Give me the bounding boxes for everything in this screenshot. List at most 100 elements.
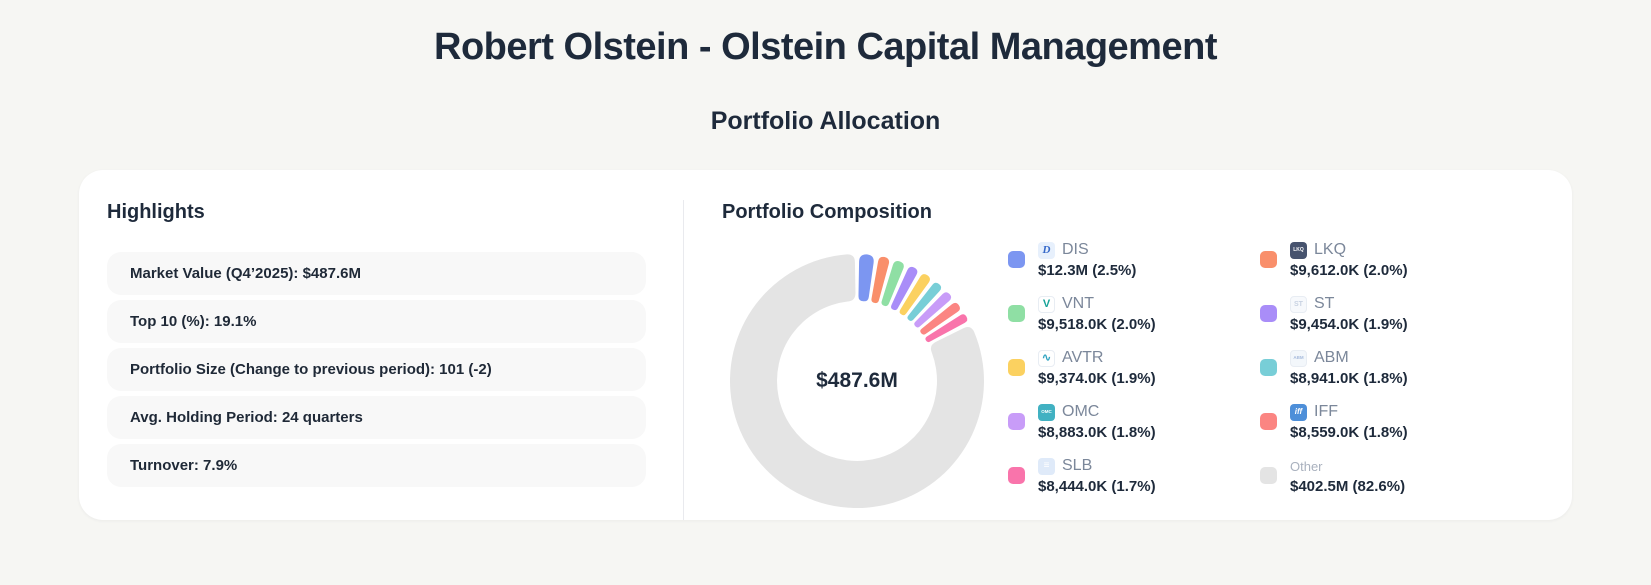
highlight-item: Avg. Holding Period: 24 quarters bbox=[107, 396, 646, 439]
lkq-logo-icon: LKQ bbox=[1290, 241, 1307, 259]
legend-item-other[interactable]: Other $402.5M (82.6%) bbox=[1260, 456, 1512, 495]
legend-swatch-lkq bbox=[1260, 251, 1277, 268]
st-logo-icon: ST bbox=[1290, 295, 1307, 313]
donut-segment-vnt[interactable] bbox=[881, 261, 904, 307]
legend-item-body: D DIS $12.3M (2.5%) bbox=[1038, 240, 1136, 279]
legend-ticker-st: ST bbox=[1314, 295, 1335, 312]
legend-swatch-omc bbox=[1008, 413, 1025, 430]
donut-chart: $487.6M bbox=[728, 252, 986, 510]
legend-item-body: ∿ AVTR $9,374.0K (1.9%) bbox=[1038, 348, 1156, 387]
legend-item-header: ≡ SLB bbox=[1038, 456, 1156, 476]
highlight-item-text: Avg. Holding Period: 24 quarters bbox=[130, 409, 363, 426]
donut-segment-abm[interactable] bbox=[907, 282, 942, 321]
highlight-item-text: Portfolio Size (Change to previous perio… bbox=[130, 361, 492, 378]
legend-ticker-iff: IFF bbox=[1314, 403, 1338, 420]
highlights-list: Market Value (Q4’2025): $487.6M Top 10 (%… bbox=[107, 252, 646, 487]
chart-row: $487.6M D DIS $12.3M (2.5%) LKQ LKQ $9,612.0K… bbox=[722, 226, 1532, 510]
legend-value-omc: $8,883.0K (1.8%) bbox=[1038, 424, 1156, 441]
highlight-item: Turnover: 7.9% bbox=[107, 444, 646, 487]
highlight-item-text: Top 10 (%): 19.1% bbox=[130, 313, 257, 330]
highlights-section: Highlights Market Value (Q4’2025): $487.… bbox=[79, 170, 683, 520]
highlight-item-text: Turnover: 7.9% bbox=[130, 457, 238, 474]
legend-item-avtr[interactable]: ∿ AVTR $9,374.0K (1.9%) bbox=[1008, 348, 1260, 387]
legend-item-omc[interactable]: OMC OMC $8,883.0K (1.8%) bbox=[1008, 402, 1260, 441]
legend-item-header: ABM ABM bbox=[1290, 348, 1408, 368]
legend-swatch-other bbox=[1260, 467, 1277, 484]
dis-logo-icon: D bbox=[1038, 241, 1055, 259]
legend-item-body: Other $402.5M (82.6%) bbox=[1290, 456, 1406, 496]
legend-item-body: V VNT $9,518.0K (2.0%) bbox=[1038, 294, 1156, 333]
legend-ticker-vnt: VNT bbox=[1062, 295, 1094, 312]
donut-segment-st[interactable] bbox=[891, 266, 918, 311]
legend-item-body: LKQ LKQ $9,612.0K (2.0%) bbox=[1290, 240, 1408, 279]
legend-item-header: LKQ LKQ bbox=[1290, 240, 1408, 260]
main-card: Highlights Market Value (Q4’2025): $487.… bbox=[79, 170, 1572, 520]
legend-value-avtr: $9,374.0K (1.9%) bbox=[1038, 370, 1156, 387]
legend-item-lkq[interactable]: LKQ LKQ $9,612.0K (2.0%) bbox=[1260, 240, 1512, 279]
legend-ticker-lkq: LKQ bbox=[1314, 241, 1347, 258]
legend-item-iff[interactable]: iff IFF $8,559.0K (1.8%) bbox=[1260, 402, 1512, 441]
legend-swatch-iff bbox=[1260, 413, 1277, 430]
legend-value-slb: $8,444.0K (1.7%) bbox=[1038, 478, 1156, 495]
legend-item-st[interactable]: ST ST $9,454.0K (1.9%) bbox=[1260, 294, 1512, 333]
page-title: Robert Olstein - Olstein Capital Managem… bbox=[434, 26, 1217, 68]
chart-legend: D DIS $12.3M (2.5%) LKQ LKQ $9,612.0K (2.0%) V… bbox=[1008, 240, 1532, 510]
highlight-item: Top 10 (%): 19.1% bbox=[107, 300, 646, 343]
legend-swatch-vnt bbox=[1008, 305, 1025, 322]
omc-logo-icon: OMC bbox=[1038, 403, 1055, 421]
legend-item-header: Other bbox=[1290, 456, 1405, 476]
legend-item-header: OMC OMC bbox=[1038, 402, 1156, 422]
legend-ticker-slb: SLB bbox=[1062, 457, 1093, 474]
donut-segment-lkq[interactable] bbox=[871, 256, 890, 304]
donut-segment-slb[interactable] bbox=[925, 314, 968, 343]
legend-item-body: ABM ABM $8,941.0K (1.8%) bbox=[1290, 348, 1408, 387]
donut-segment-dis[interactable] bbox=[858, 254, 874, 302]
legend-ticker-omc: OMC bbox=[1062, 403, 1100, 420]
legend-item-body: ST ST $9,454.0K (1.9%) bbox=[1290, 294, 1408, 333]
donut-segment-other[interactable] bbox=[729, 254, 984, 508]
legend-item-header: V VNT bbox=[1038, 294, 1156, 314]
legend-swatch-avtr bbox=[1008, 359, 1025, 376]
legend-item-slb[interactable]: ≡ SLB $8,444.0K (1.7%) bbox=[1008, 456, 1260, 495]
highlight-item-text: Market Value (Q4’2025): $487.6M bbox=[130, 265, 361, 282]
legend-item-dis[interactable]: D DIS $12.3M (2.5%) bbox=[1008, 240, 1260, 279]
legend-ticker-other: Other bbox=[1290, 458, 1323, 474]
donut-segment-omc[interactable] bbox=[914, 292, 952, 328]
slb-logo-icon: ≡ bbox=[1038, 457, 1055, 475]
legend-ticker-abm: ABM bbox=[1314, 349, 1349, 366]
legend-item-abm[interactable]: ABM ABM $8,941.0K (1.8%) bbox=[1260, 348, 1512, 387]
highlight-item: Portfolio Size (Change to previous perio… bbox=[107, 348, 646, 391]
legend-swatch-st bbox=[1260, 305, 1277, 322]
section-divider bbox=[683, 200, 684, 520]
abm-logo-icon: ABM bbox=[1290, 349, 1307, 367]
legend-value-iff: $8,559.0K (1.8%) bbox=[1290, 424, 1408, 441]
legend-ticker-dis: DIS bbox=[1062, 241, 1089, 258]
legend-swatch-dis bbox=[1008, 251, 1025, 268]
iff-logo-icon: iff bbox=[1290, 403, 1307, 421]
legend-ticker-avtr: AVTR bbox=[1062, 349, 1104, 366]
legend-item-body: iff IFF $8,559.0K (1.8%) bbox=[1290, 402, 1408, 441]
legend-item-vnt[interactable]: V VNT $9,518.0K (2.0%) bbox=[1008, 294, 1260, 333]
legend-value-abm: $8,941.0K (1.8%) bbox=[1290, 370, 1408, 387]
vnt-logo-icon: V bbox=[1038, 295, 1055, 313]
donut-segment-iff[interactable] bbox=[920, 302, 960, 335]
legend-item-body: OMC OMC $8,883.0K (1.8%) bbox=[1038, 402, 1156, 441]
donut-svg bbox=[729, 254, 984, 508]
legend-value-vnt: $9,518.0K (2.0%) bbox=[1038, 316, 1156, 333]
composition-section: Portfolio Composition $487.6M D DIS $12.3M… bbox=[684, 170, 1572, 520]
legend-item-body: ≡ SLB $8,444.0K (1.7%) bbox=[1038, 456, 1156, 495]
composition-heading: Portfolio Composition bbox=[722, 201, 932, 223]
legend-item-header: D DIS bbox=[1038, 240, 1136, 260]
avtr-logo-icon: ∿ bbox=[1038, 349, 1055, 367]
page-subtitle: Portfolio Allocation bbox=[710, 107, 941, 135]
legend-item-header: ST ST bbox=[1290, 294, 1408, 314]
legend-value-st: $9,454.0K (1.9%) bbox=[1290, 316, 1408, 333]
donut-segment-avtr[interactable] bbox=[899, 274, 930, 316]
legend-swatch-abm bbox=[1260, 359, 1277, 376]
legend-item-header: iff IFF bbox=[1290, 402, 1408, 422]
legend-item-header: ∿ AVTR bbox=[1038, 348, 1156, 368]
legend-value-lkq: $9,612.0K (2.0%) bbox=[1290, 262, 1408, 279]
legend-value-other: $402.5M (82.6%) bbox=[1290, 478, 1406, 495]
highlights-heading: Highlights bbox=[107, 201, 205, 223]
highlight-item: Market Value (Q4’2025): $487.6M bbox=[107, 252, 646, 295]
